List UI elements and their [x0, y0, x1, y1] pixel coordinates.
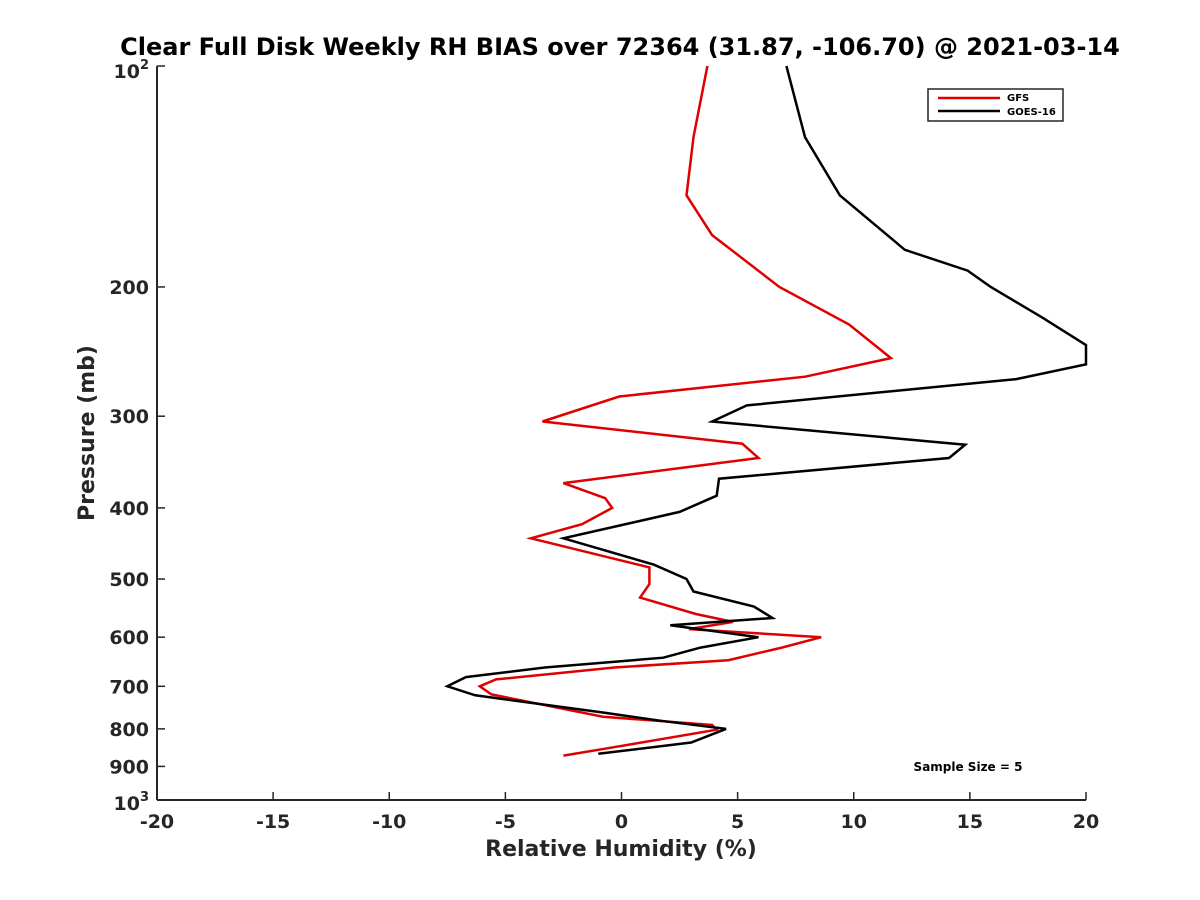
y-tick-bottom-exp: 3 [140, 790, 149, 805]
y-tick-label: 800 [109, 719, 149, 741]
y-tick-label: 900 [109, 756, 149, 778]
legend: GFS GOES-16 [927, 88, 1064, 122]
legend-label-goes16: GOES-16 [1007, 107, 1056, 118]
x-tick-label: 15 [957, 811, 983, 833]
y-tick-label: 200 [109, 277, 149, 299]
x-tick-label: 10 [841, 811, 867, 833]
y-tick-label: 500 [109, 569, 149, 591]
y-tick-bottom-base: 10 [114, 793, 140, 815]
x-tick-label: -20 [140, 811, 174, 833]
x-tick-label: 5 [731, 811, 744, 833]
axes [156, 66, 1086, 801]
y-tick-label: 700 [109, 676, 149, 698]
y-tick-label: 300 [109, 406, 149, 428]
series-line-goes-16 [443, 65, 1088, 756]
y-tick-top-exp: 2 [140, 58, 149, 73]
y-ticks: 200 300 400 500 600 700 800 900 [109, 65, 165, 801]
x-tick-label: 20 [1073, 811, 1099, 833]
x-axis-label: Relative Humidity (%) [485, 837, 757, 862]
x-tick-label: 0 [615, 811, 628, 833]
legend-box [927, 88, 1064, 122]
x-tick-label: -5 [495, 811, 516, 833]
x-tick-label: -10 [372, 811, 406, 833]
y-tick-top-base: 10 [114, 61, 140, 83]
x-tick-label: -15 [256, 811, 290, 833]
sample-size-annotation: Sample Size = 5 [914, 760, 1023, 774]
legend-label-gfs: GFS [1007, 93, 1029, 104]
x-ticks: -20 -15 -10 -5 0 5 10 15 20 [140, 792, 1099, 833]
series-line-gfs [477, 65, 894, 757]
y-tick-label-bottom: 103 [114, 790, 150, 815]
y-tick-label-top: 102 [114, 58, 150, 83]
y-tick-label: 600 [109, 627, 149, 649]
chart-title: Clear Full Disk Weekly RH BIAS over 7236… [120, 33, 1120, 61]
y-axis-label: Pressure (mb) [75, 345, 100, 521]
series-layer [443, 65, 1088, 757]
y-tick-label: 400 [109, 498, 149, 520]
